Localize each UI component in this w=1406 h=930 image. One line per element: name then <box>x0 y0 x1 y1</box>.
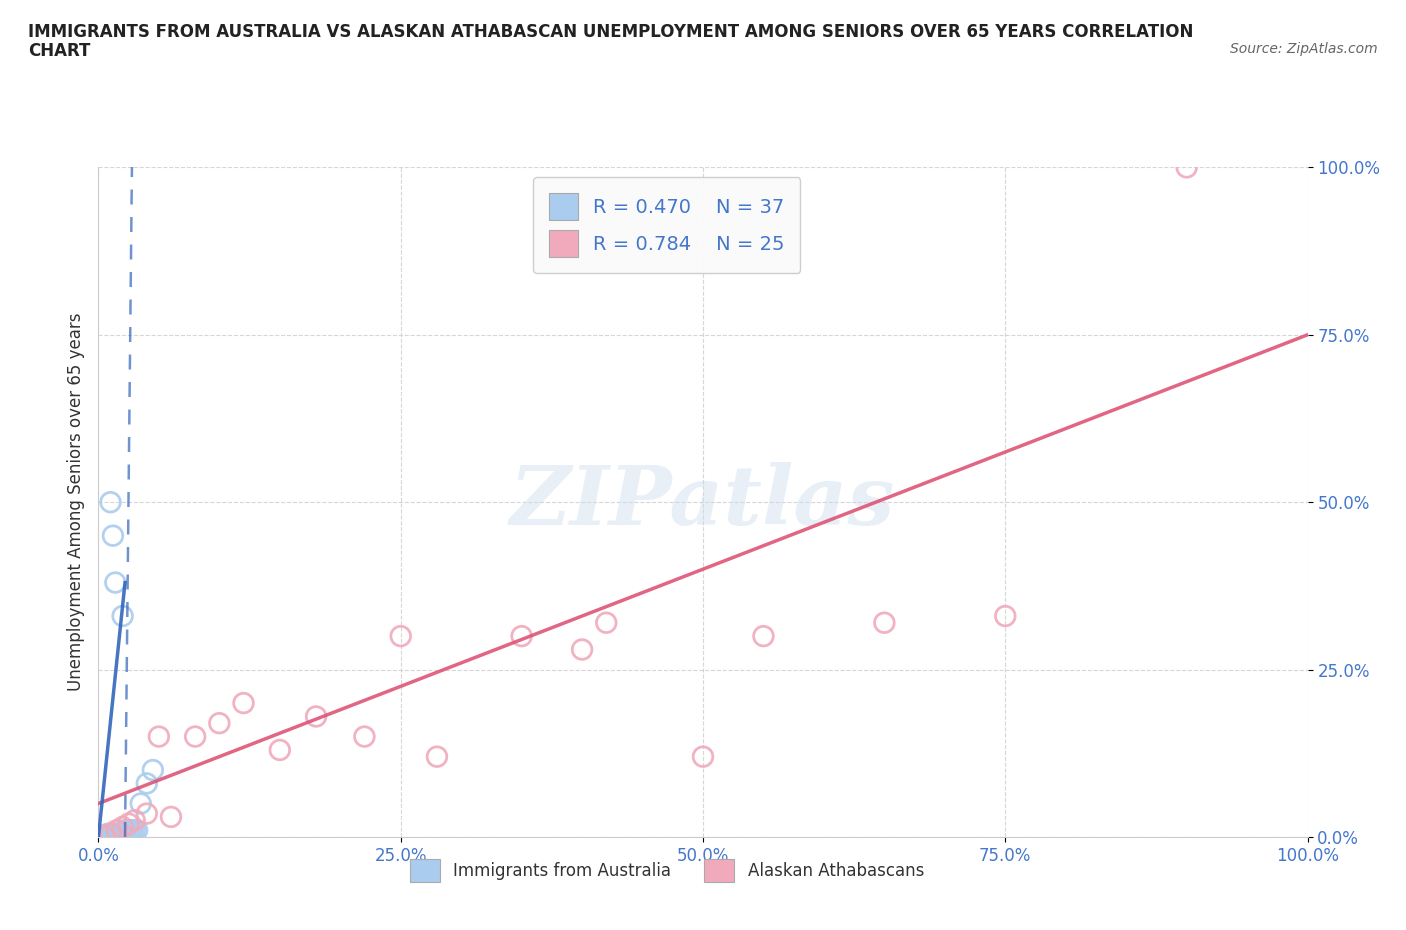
Y-axis label: Unemployment Among Seniors over 65 years: Unemployment Among Seniors over 65 years <box>66 313 84 691</box>
Point <box>184 729 207 744</box>
Point <box>752 629 775 644</box>
Point <box>389 629 412 644</box>
Point <box>97 826 120 841</box>
Point <box>107 826 129 841</box>
Point <box>510 629 533 644</box>
Point <box>100 826 122 841</box>
Point <box>105 823 128 838</box>
Point <box>100 495 122 510</box>
Point <box>124 823 146 838</box>
Text: Source: ZipAtlas.com: Source: ZipAtlas.com <box>1230 42 1378 56</box>
Point <box>91 830 114 844</box>
Point <box>135 776 157 790</box>
Point <box>94 828 117 843</box>
Point <box>103 830 125 844</box>
Text: ZIPatlas: ZIPatlas <box>510 462 896 542</box>
Point <box>135 806 157 821</box>
Point <box>129 796 152 811</box>
Point <box>97 830 120 844</box>
Point <box>101 828 124 843</box>
Point <box>100 826 122 841</box>
Point <box>127 823 149 838</box>
Point <box>148 729 170 744</box>
Point <box>90 830 112 844</box>
Point <box>93 830 115 844</box>
Point <box>110 830 132 844</box>
Point <box>104 826 127 841</box>
Point <box>112 826 135 841</box>
Point <box>692 750 714 764</box>
Point <box>111 608 134 623</box>
Point <box>160 809 183 824</box>
Point <box>120 823 142 838</box>
Point <box>96 830 118 844</box>
Point <box>426 750 449 764</box>
Text: IMMIGRANTS FROM AUSTRALIA VS ALASKAN ATHABASCAN UNEMPLOYMENT AMONG SENIORS OVER : IMMIGRANTS FROM AUSTRALIA VS ALASKAN ATH… <box>28 23 1194 41</box>
Point <box>98 830 121 844</box>
Point <box>118 817 141 831</box>
Text: CHART: CHART <box>28 42 90 60</box>
Point <box>208 716 231 731</box>
Point <box>101 528 124 543</box>
Point <box>111 826 134 841</box>
Point <box>104 575 127 590</box>
Point <box>100 828 122 843</box>
Point <box>873 616 896 631</box>
Point <box>142 763 165 777</box>
Point <box>121 823 143 838</box>
Point <box>269 742 291 757</box>
Point <box>1175 160 1198 175</box>
Point <box>108 830 131 844</box>
Point <box>305 709 328 724</box>
Point <box>353 729 375 744</box>
Point <box>100 830 122 844</box>
Point <box>118 823 141 838</box>
Point <box>105 830 128 844</box>
Point <box>93 830 115 844</box>
Point <box>994 608 1017 623</box>
Point <box>111 819 134 834</box>
Point <box>91 830 114 844</box>
Point <box>571 642 593 657</box>
Point <box>595 616 617 631</box>
Point <box>232 696 254 711</box>
Point <box>93 829 115 844</box>
Point <box>115 823 138 838</box>
Point <box>108 826 131 841</box>
Point <box>124 813 146 828</box>
Legend: Immigrants from Australia, Alaskan Athabascans: Immigrants from Australia, Alaskan Athab… <box>396 845 938 896</box>
Point <box>114 823 136 838</box>
